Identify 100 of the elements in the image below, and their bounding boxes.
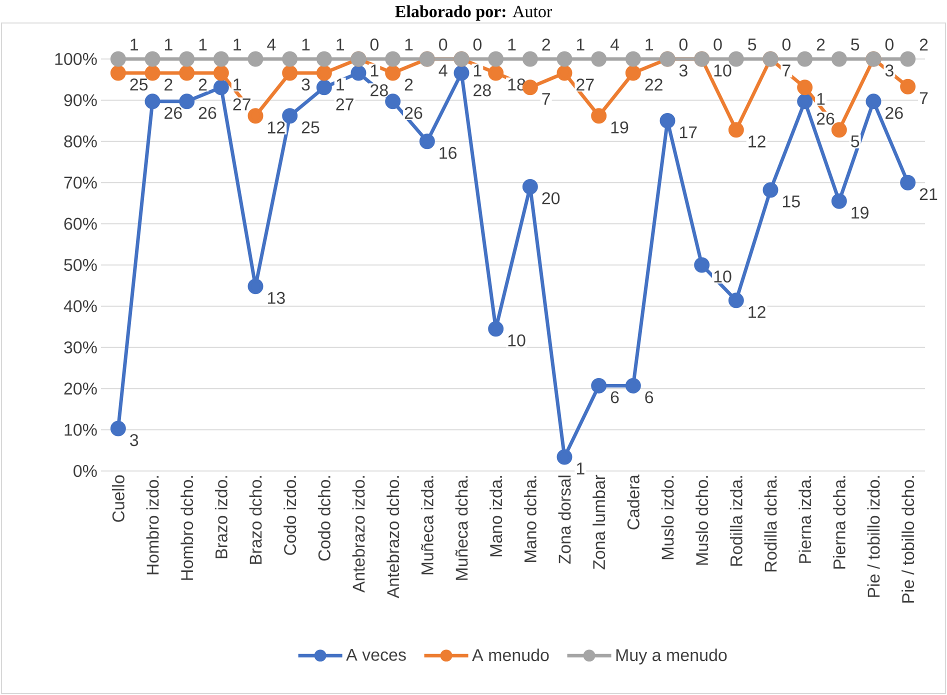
point — [831, 51, 847, 67]
point — [591, 108, 607, 124]
annotation: 1 — [302, 38, 310, 50]
point — [900, 78, 916, 94]
annotation: 1 — [130, 38, 138, 50]
point — [900, 51, 916, 67]
annotation: 1 — [234, 38, 241, 50]
annotation: 6 — [645, 391, 654, 404]
annotation: 26 — [198, 106, 216, 119]
annotation: 4 — [610, 38, 619, 50]
x-tick-label: Mano dcha. — [524, 476, 536, 562]
annotation: 26 — [886, 106, 903, 119]
point — [248, 278, 264, 294]
annotation: 7 — [782, 64, 790, 76]
point — [144, 51, 160, 67]
annotation: 19 — [611, 121, 628, 134]
point — [900, 174, 916, 190]
annotation: 20 — [542, 192, 560, 204]
y-tick-label: 60% — [64, 218, 97, 230]
annotation: 1 — [336, 78, 344, 90]
annotation: 27 — [336, 98, 354, 110]
point — [556, 449, 572, 465]
annotation: 22 — [645, 78, 662, 90]
y-tick-label: 20% — [64, 382, 97, 395]
annotation: 1 — [234, 78, 241, 90]
annotation: 10 — [508, 334, 526, 346]
y-tick-label: 70% — [64, 176, 97, 189]
annotation: 3 — [302, 78, 310, 91]
point — [488, 321, 504, 337]
annotation: 10 — [714, 64, 732, 77]
y-tick-label: 50% — [64, 258, 97, 272]
annotation: 0 — [714, 38, 722, 51]
annotation: 26 — [164, 106, 182, 119]
y-tick-label: 100% — [55, 52, 97, 66]
x-tick-label: Antebrazo izdo. — [352, 476, 365, 593]
x-tick-label: Cadera — [626, 474, 640, 530]
annotation: 26 — [816, 112, 834, 125]
point — [488, 65, 504, 81]
point — [282, 65, 298, 81]
annotation: 13 — [268, 292, 285, 304]
annotation: 4 — [267, 38, 276, 50]
y-tick-label: 90% — [64, 94, 97, 106]
point — [213, 80, 229, 96]
annotation: 1 — [165, 38, 172, 50]
point — [282, 51, 298, 67]
annotation: 28 — [370, 84, 388, 96]
annotation: 1 — [336, 38, 344, 50]
point — [866, 94, 882, 110]
annotation: 3 — [885, 64, 894, 77]
annotation: 1 — [646, 38, 653, 50]
annotation: 16 — [440, 146, 457, 159]
point — [213, 65, 229, 81]
annotation: 12 — [748, 306, 766, 318]
point — [419, 134, 435, 150]
legend-label: A veces — [346, 648, 406, 661]
annotation: 1 — [405, 38, 413, 50]
x-tick-label: Mano izda. — [490, 476, 502, 556]
annotation: 1 — [474, 64, 482, 76]
annotation: 25 — [130, 78, 148, 91]
x-tick-label: Muñeca izda. — [420, 476, 434, 574]
annotation: 15 — [783, 196, 800, 208]
annotation: 25 — [302, 121, 320, 134]
x-tick-label: Muñeca dcha. — [455, 476, 468, 580]
annotation: 2 — [198, 78, 207, 90]
x-tick-label: Cuello — [112, 475, 124, 522]
annotation: 2 — [404, 78, 413, 90]
annotation: 1 — [817, 93, 825, 105]
y-tick-label: 10% — [64, 424, 97, 436]
annotation: 5 — [748, 38, 756, 51]
point — [625, 378, 641, 394]
point — [797, 51, 813, 67]
x-tick-label: Codo izdo. — [284, 476, 296, 555]
y-tick-label: 40% — [64, 300, 97, 312]
annotation: 17 — [680, 126, 697, 138]
x-tick-label: Rodilla izda. — [730, 476, 742, 566]
annotation: 1 — [371, 64, 378, 76]
point — [694, 257, 710, 273]
annotation: 6 — [610, 391, 619, 404]
point — [179, 65, 195, 81]
annotation: 1 — [508, 38, 516, 50]
y-tick-label: 30% — [64, 341, 97, 354]
point — [625, 65, 641, 81]
point — [728, 122, 744, 138]
annotation: 0 — [439, 38, 448, 51]
point — [522, 178, 538, 194]
annotation: 27 — [233, 98, 250, 110]
legend-label: Muy a menudo — [616, 648, 727, 664]
text: Elaborado por: Autor — [395, 5, 552, 21]
annotation: 7 — [920, 92, 928, 104]
point — [316, 80, 332, 96]
x-tick-label: Brazo dcho. — [249, 476, 262, 564]
x-tick-label: Muslo dcho. — [696, 476, 708, 565]
annotation: 10 — [714, 270, 732, 283]
annotation: 27 — [576, 78, 594, 90]
point — [144, 94, 160, 110]
point — [110, 65, 126, 81]
annotation: 3 — [679, 64, 688, 77]
point — [385, 65, 401, 81]
point — [385, 51, 401, 67]
annotation: 5 — [851, 38, 860, 51]
